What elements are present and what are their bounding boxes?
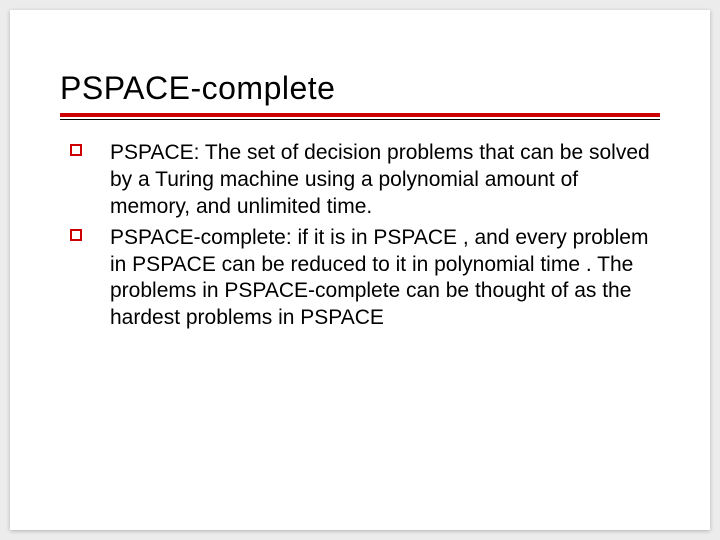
square-bullet-icon bbox=[70, 229, 82, 241]
slide: PSPACE-complete PSPACE: The set of decis… bbox=[10, 10, 710, 530]
body-list: PSPACE: The set of decision problems tha… bbox=[60, 140, 660, 332]
list-item-text: PSPACE: The set of decision problems tha… bbox=[110, 141, 650, 218]
list-item: PSPACE-complete: if it is in PSPACE , an… bbox=[70, 225, 660, 333]
square-bullet-icon bbox=[70, 144, 82, 156]
title-rule-thin bbox=[60, 119, 660, 120]
slide-title: PSPACE-complete bbox=[60, 70, 660, 107]
list-item-text: PSPACE-complete: if it is in PSPACE , an… bbox=[110, 226, 648, 330]
list-item: PSPACE: The set of decision problems tha… bbox=[70, 140, 660, 221]
title-rule-thick bbox=[60, 113, 660, 117]
